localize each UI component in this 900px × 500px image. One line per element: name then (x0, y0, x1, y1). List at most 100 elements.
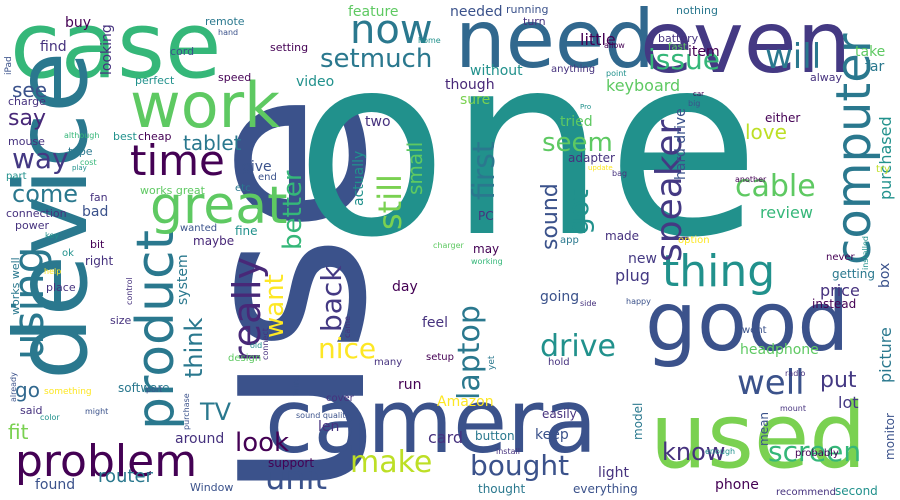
word: wire (291, 374, 302, 396)
word: day (392, 279, 418, 295)
word: first (467, 141, 502, 200)
word: sound quality (296, 411, 351, 420)
word: better (278, 170, 308, 250)
word: now (350, 7, 433, 53)
word: card (428, 428, 464, 447)
word: two (365, 114, 391, 130)
word: little (580, 30, 616, 49)
word: came (343, 315, 352, 338)
word: need (455, 0, 655, 86)
word: never (826, 252, 855, 263)
word: case (10, 0, 222, 99)
word: control (125, 277, 134, 305)
word: nothing (676, 4, 718, 17)
word: thought (478, 482, 526, 496)
word: car (693, 90, 705, 98)
word: end (258, 172, 277, 183)
word: remote (205, 15, 245, 28)
word: alway (810, 71, 843, 84)
word: time (130, 136, 225, 185)
word: even (640, 0, 852, 93)
word: connection (6, 207, 67, 220)
word: said (20, 404, 43, 417)
word: side (580, 299, 597, 308)
word: nice (318, 332, 377, 365)
word: put (820, 368, 857, 393)
word: camera (265, 370, 598, 473)
word: working (471, 257, 503, 266)
word: picture (876, 327, 895, 383)
word: around (175, 431, 225, 447)
word: found (35, 477, 76, 493)
word: perfect (135, 74, 175, 87)
word: size (110, 314, 132, 327)
word: second (835, 484, 878, 498)
word: update (588, 164, 613, 172)
word: seem (542, 128, 613, 158)
word: far (865, 59, 885, 75)
word: used (650, 384, 867, 489)
word: probably (795, 448, 839, 459)
word: make (350, 445, 433, 480)
word: fine (235, 224, 258, 238)
word: router (98, 466, 153, 487)
word: best (113, 130, 137, 143)
word: yet (487, 355, 497, 370)
word: speed (218, 71, 252, 84)
word: something (44, 387, 92, 397)
word: bad (82, 204, 109, 220)
word: allow (604, 41, 625, 50)
word: hand (218, 28, 239, 37)
word: running (506, 3, 549, 16)
word: happy (626, 297, 651, 306)
word: keep (535, 427, 569, 443)
word: small (403, 141, 427, 195)
word: fan (90, 191, 108, 204)
word: unit (265, 459, 327, 497)
word: power (15, 219, 49, 232)
word: issue (648, 43, 720, 76)
word: place (46, 281, 76, 294)
word: right (85, 254, 114, 268)
word: needed (450, 4, 503, 20)
word: try (876, 164, 890, 175)
word: review (760, 203, 813, 222)
word: bought (470, 449, 570, 482)
word: see (12, 78, 48, 102)
word: phone (715, 477, 759, 493)
word: system (175, 254, 191, 305)
word: play (72, 164, 87, 172)
word: model (631, 402, 645, 440)
word: feel (422, 315, 449, 331)
word: install (496, 447, 520, 456)
word: mean (757, 411, 771, 446)
word: already (9, 372, 18, 402)
word: fit (8, 420, 29, 444)
word: recommend (776, 487, 836, 498)
word: adapter (568, 151, 615, 165)
word: sound (538, 183, 563, 250)
word: works great (140, 184, 205, 197)
word: maybe (193, 234, 235, 248)
word: instead (812, 297, 857, 311)
word: installed (861, 236, 870, 270)
word: though (445, 77, 495, 93)
word: turn (523, 15, 546, 28)
word: problem (15, 436, 198, 487)
word: will (765, 37, 822, 77)
word: home (418, 36, 441, 45)
word: drive (540, 329, 616, 364)
word: fast (668, 42, 687, 53)
word: hard drive (673, 108, 689, 180)
word: got (562, 189, 595, 235)
word: setting (270, 41, 309, 54)
word: going (540, 289, 580, 305)
word: purchase (182, 393, 191, 430)
word: may (473, 242, 500, 256)
word: bit (90, 238, 105, 251)
word: charge (8, 95, 46, 108)
word: part (6, 171, 27, 182)
word: go (15, 378, 40, 402)
word: well (737, 363, 805, 403)
